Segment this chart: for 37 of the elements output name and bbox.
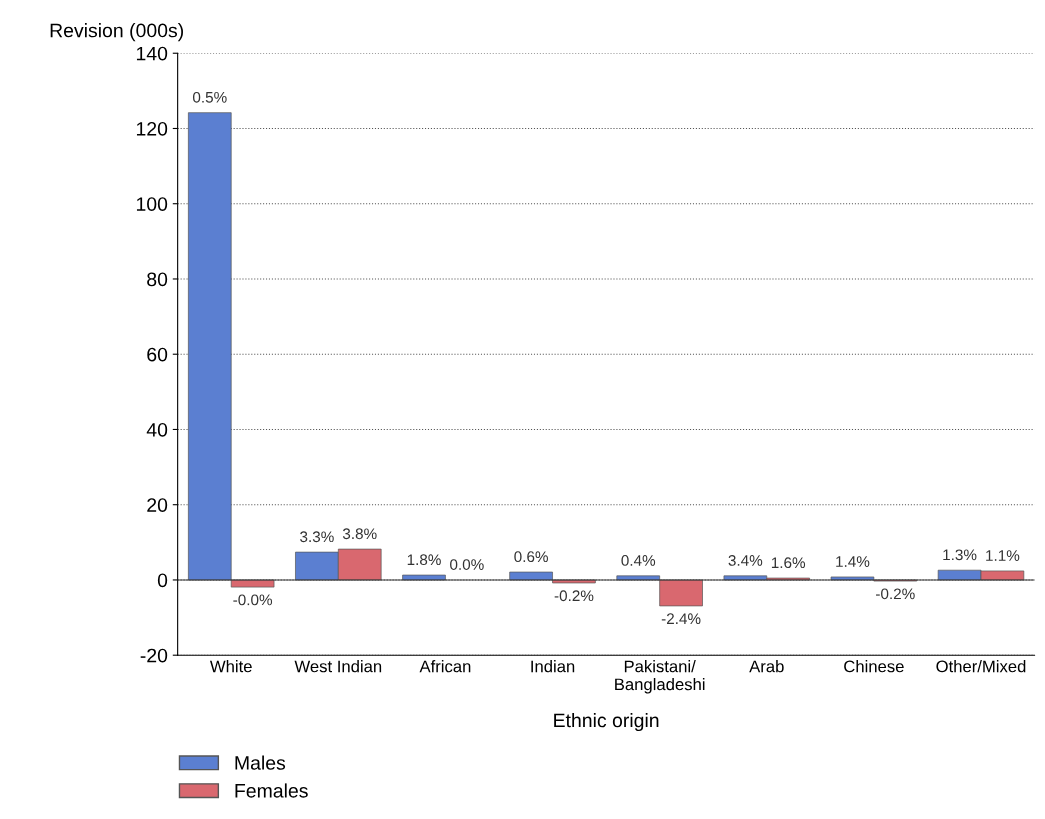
y-tick-label: 60 <box>147 347 168 362</box>
x-tick-label: Indian <box>531 660 575 673</box>
annotation: 3.8% <box>342 528 377 540</box>
y-tick-label: 140 <box>136 46 168 61</box>
x-tick-label: White <box>209 660 252 673</box>
annotation: 1.3% <box>943 549 977 561</box>
y-tick-label: 40 <box>146 422 168 437</box>
annotation: -0.2% <box>876 588 915 600</box>
annotation: -0.0% <box>233 594 273 606</box>
annotation: 0.0% <box>450 559 484 570</box>
y-tick-label: 20 <box>147 498 168 512</box>
y-tick-label: 0 <box>157 573 168 588</box>
legend-label: Females <box>235 783 308 798</box>
x-tick-label: Arab <box>749 660 784 673</box>
y-axis-title: Revision (000s) <box>50 23 183 42</box>
x-tick-label: African <box>419 660 471 673</box>
annotation: 0.5% <box>192 91 227 103</box>
x-tick-label: Chinese <box>844 660 904 673</box>
annotation: 0.6% <box>514 551 548 563</box>
annotation: 1.1% <box>986 550 1020 561</box>
annotation: 1.8% <box>407 554 441 566</box>
annotation: 1.6% <box>771 557 806 569</box>
annotation: 1.4% <box>836 556 870 567</box>
y-tick-label: 120 <box>136 121 168 136</box>
x-axis-title: Ethnic origin <box>554 712 659 732</box>
y-tick-label: -20 <box>140 648 168 663</box>
annotation: 0.4% <box>621 555 656 566</box>
annotation: 3.3% <box>300 531 334 543</box>
x-tick-label: Pakistani/ Bangladeshi <box>615 660 705 694</box>
y-tick-label: 100 <box>136 197 168 211</box>
annotation: 3.4% <box>728 555 763 566</box>
y-tick-label: 80 <box>147 272 168 287</box>
legend-label: Males <box>235 755 286 770</box>
x-tick-label: Other/Mixed <box>936 660 1026 673</box>
annotation: -2.4% <box>661 613 701 625</box>
x-tick-label: West Indian <box>294 660 382 673</box>
annotation: -0.2% <box>554 590 594 602</box>
